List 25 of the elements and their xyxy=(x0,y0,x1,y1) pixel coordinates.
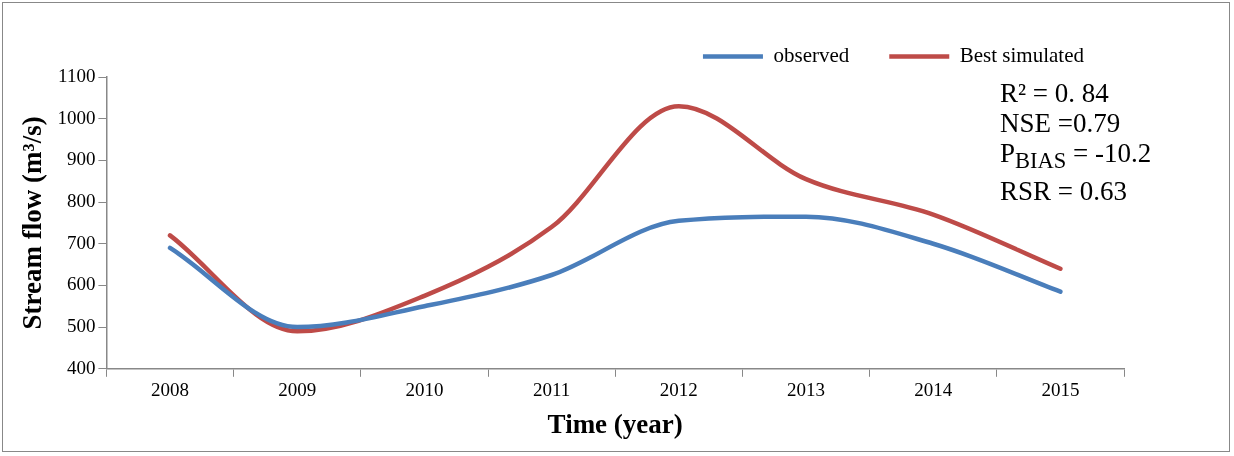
annotation: NSE =0.79 xyxy=(1000,108,1122,138)
legend-label: Best simulated xyxy=(959,43,1085,68)
x-tick-label: 2009 xyxy=(278,379,317,401)
y-tick-label: 600 xyxy=(66,273,96,295)
x-tick-label: 2010 xyxy=(405,379,444,401)
y-tick-label: 1100 xyxy=(58,64,96,86)
x-tick-label: 2012 xyxy=(659,379,698,401)
y-tick-label: 1000 xyxy=(57,106,96,128)
y-axis-title: Stream flow (m³/s) xyxy=(17,116,48,330)
line-series xyxy=(167,214,1063,330)
y-tick-label: 800 xyxy=(66,190,96,212)
legend-label: observed xyxy=(773,43,850,68)
x-tick-label: 2015 xyxy=(1041,379,1080,401)
y-tick-label: 700 xyxy=(66,231,96,253)
x-tick-label: 2008 xyxy=(151,379,189,401)
annotation: P$_{BIAS}$ = -10.2 xyxy=(1000,138,1152,176)
annotation: RSR = 0.63 xyxy=(1000,176,1128,207)
y-tick-label: 500 xyxy=(66,315,96,337)
y-tick-label: 400 xyxy=(66,356,96,378)
x-tick-label: 2011 xyxy=(532,379,571,401)
y-tick-label: 900 xyxy=(66,148,96,170)
x-tick-label: 2013 xyxy=(787,379,825,401)
x-axis-title: Time (year) xyxy=(547,408,683,439)
annotation: R² = 0. 84 xyxy=(1000,78,1110,108)
x-tick-label: 2014 xyxy=(914,379,953,401)
